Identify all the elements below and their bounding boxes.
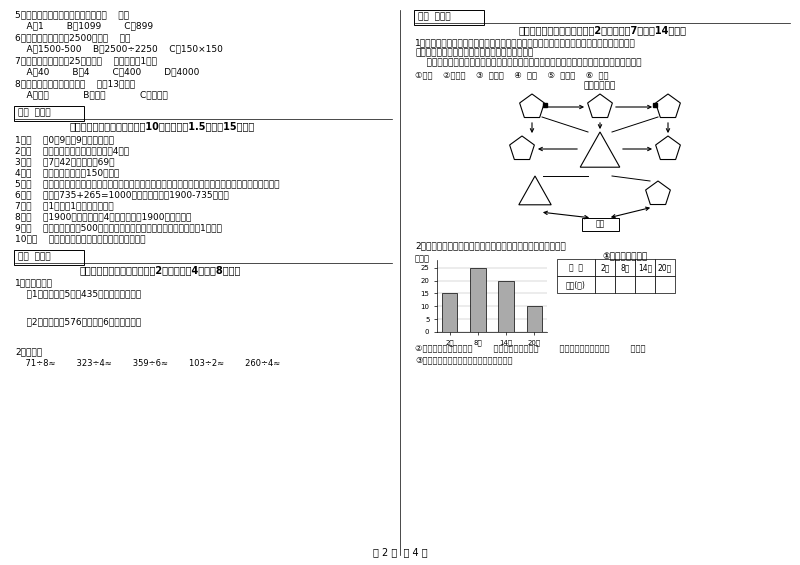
Text: ①狮山    ②熊猫馆    ③  飞禽馆    ④  猴园    ⑤  大象馆    ⑥  鱼馆: ①狮山 ②熊猫馆 ③ 飞禽馆 ④ 猴园 ⑤ 大象馆 ⑥ 鱼馆 [415,70,609,79]
Bar [498,281,514,332]
Bar [595,259,615,276]
Text: A．1500-500    B．2500÷2250    C．150×150: A．1500-500 B．2500÷2250 C．150×150 [15,44,223,53]
Text: 71÷8≈        323÷4≈        359÷6≈        103÷2≈        260÷4≈: 71÷8≈ 323÷4≈ 359÷6≈ 103÷2≈ 260÷4≈ [15,359,280,368]
Text: ②这一天的最高气温是（        ）度，最低气温是（        ）度，平均气温大约（        ）度。: ②这一天的最高气温是（ ）度，最低气温是（ ）度，平均气温大约（ ）度。 [415,344,646,353]
FancyBboxPatch shape [14,106,84,121]
Text: 得分  评卷人: 得分 评卷人 [18,252,50,261]
Bar [615,259,635,276]
Text: 1．走进动物园大门，正北面是狮子山和熊猫馆，狮子山的东侧是飞禽馆，西侧是猴园，大象: 1．走进动物园大门，正北面是狮子山和熊猫馆，狮子山的东侧是飞禽馆，西侧是猴园，大… [415,38,636,47]
Text: （2）被除数是576，除数是6，商是多少？: （2）被除数是576，除数是6，商是多少？ [15,317,141,326]
Text: 气温(度): 气温(度) [566,280,586,289]
Text: （1）一个数的5倍是435，这个数是多少？: （1）一个数的5倍是435，这个数是多少？ [15,289,141,298]
Text: 五、认真思考，综合能力（共2小题，每题7分，共14分）。: 五、认真思考，综合能力（共2小题，每题7分，共14分）。 [519,25,687,35]
Text: 6．下面的结果刚好是2500的是（    ）。: 6．下面的结果刚好是2500的是（ ）。 [15,33,130,42]
Text: ③实际算一算，这天的平均气温是多少度？: ③实际算一算，这天的平均气温是多少度？ [415,355,513,364]
Bar [595,276,615,293]
Bar [655,276,675,293]
Text: 时  间: 时 间 [569,263,583,272]
Bar [635,259,655,276]
Bar [557,276,595,293]
Polygon shape [510,136,534,159]
Bar [635,276,655,293]
Text: 根据小强的描述，请你把这些动物场馆所在的位置，在动物园的导游图上用序号表示出来。: 根据小强的描述，请你把这些动物场馆所在的位置，在动物园的导游图上用序号表示出来。 [415,58,642,67]
FancyBboxPatch shape [582,218,618,231]
Text: 8时: 8时 [620,263,630,272]
Polygon shape [656,136,680,159]
Text: 10．（    ）长方形的周长就是它四条边长度的和。: 10．（ ）长方形的周长就是它四条边长度的和。 [15,234,146,243]
Text: 三、仔细推敲，正确判断（共10小题，每题1.5分，共15分）。: 三、仔细推敲，正确判断（共10小题，每题1.5分，共15分）。 [70,121,255,131]
Text: 2．（    ）正方形的周长是宽的边长的4倍。: 2．（ ）正方形的周长是宽的边长的4倍。 [15,146,129,155]
Bar [615,276,635,293]
Text: 1．列式计算。: 1．列式计算。 [15,278,53,287]
Bar [557,259,595,276]
Text: 7．（    ）1吨铁与1吨棉花一样重。: 7．（ ）1吨铁与1吨棉花一样重。 [15,201,114,210]
Text: 得分  评卷人: 得分 评卷人 [418,12,450,21]
Text: 8．（    ）1900年的年份数是4的倍数，所以1900年是闰年。: 8．（ ）1900年的年份数是4的倍数，所以1900年是闰年。 [15,212,191,221]
Polygon shape [518,176,551,205]
Text: （度）: （度） [415,254,430,263]
Text: 4．（    ）一本故事书约重150千克。: 4．（ ）一本故事书约重150千克。 [15,168,119,177]
Text: 馆和鱼馆的场地分别在动物园的东北角和西北角。: 馆和鱼馆的场地分别在动物园的东北角和西北角。 [415,48,534,57]
Polygon shape [580,132,620,167]
Text: 20时: 20时 [658,263,672,272]
Text: 3．（    ）7个42相加的和是69。: 3．（ ）7个42相加的和是69。 [15,157,114,166]
Text: ①根据统计图填表: ①根据统计图填表 [602,252,648,261]
Text: 8．按农历计算，有的年份（    ）有13个月。: 8．按农历计算，有的年份（ ）有13个月。 [15,79,135,88]
Text: A．一定            B．可能            C．不可能: A．一定 B．可能 C．不可能 [15,90,168,99]
FancyBboxPatch shape [414,10,484,25]
Bar [470,268,486,332]
Text: 得分  评卷人: 得分 评卷人 [18,108,50,117]
FancyBboxPatch shape [14,250,84,265]
Polygon shape [656,94,680,118]
Text: 5．（    ）用同一条铁丝先围成一个最大的正方形，再围成一个最大的长方形，长方形和正方形的周长相等。: 5．（ ）用同一条铁丝先围成一个最大的正方形，再围成一个最大的长方形，长方形和正… [15,179,279,188]
Bar [526,306,542,332]
Text: 动物园导游图: 动物园导游图 [584,81,616,90]
Text: 第 2 页  共 4 页: 第 2 页 共 4 页 [373,547,427,557]
Text: 2时: 2时 [600,263,610,272]
Text: 2．下面是气温自测仪上记录的某天四个不同时间的气温情况：: 2．下面是气温自测仪上记录的某天四个不同时间的气温情况： [415,241,566,250]
Text: 1．（    ）0．9里有9个十分之一。: 1．（ ）0．9里有9个十分之一。 [15,135,114,144]
Polygon shape [520,94,544,118]
Text: A．1        B．1099        C．899: A．1 B．1099 C．899 [15,21,153,30]
Text: 5．最小三位数和最大三位数的和是（    ）。: 5．最小三位数和最大三位数的和是（ ）。 [15,10,129,19]
Text: 9．（    ）小明家离学校500米，他每天上学、回家，一个来回一共要走1千米。: 9．（ ）小明家离学校500米，他每天上学、回家，一个来回一共要走1千米。 [15,223,222,232]
Text: 6．（    ）根据735+265=1000，可以直接写出1900-735的差。: 6．（ ）根据735+265=1000，可以直接写出1900-735的差。 [15,190,229,199]
Text: 7．平均每个同学体重25千克，（    ）名同学重1吨。: 7．平均每个同学体重25千克，（ ）名同学重1吨。 [15,56,157,65]
Text: 北门: 北门 [595,219,605,228]
Bar [655,259,675,276]
Text: 14时: 14时 [638,263,652,272]
Text: 四、看清题目，细心计算（共2小题，每题4分，共8分）。: 四、看清题目，细心计算（共2小题，每题4分，共8分）。 [80,265,242,275]
Text: A．40        B．4        C．400        D．4000: A．40 B．4 C．400 D．4000 [15,67,199,76]
Polygon shape [646,181,670,205]
Text: 2．估算。: 2．估算。 [15,347,42,356]
Bar [442,293,458,332]
Polygon shape [588,94,612,118]
